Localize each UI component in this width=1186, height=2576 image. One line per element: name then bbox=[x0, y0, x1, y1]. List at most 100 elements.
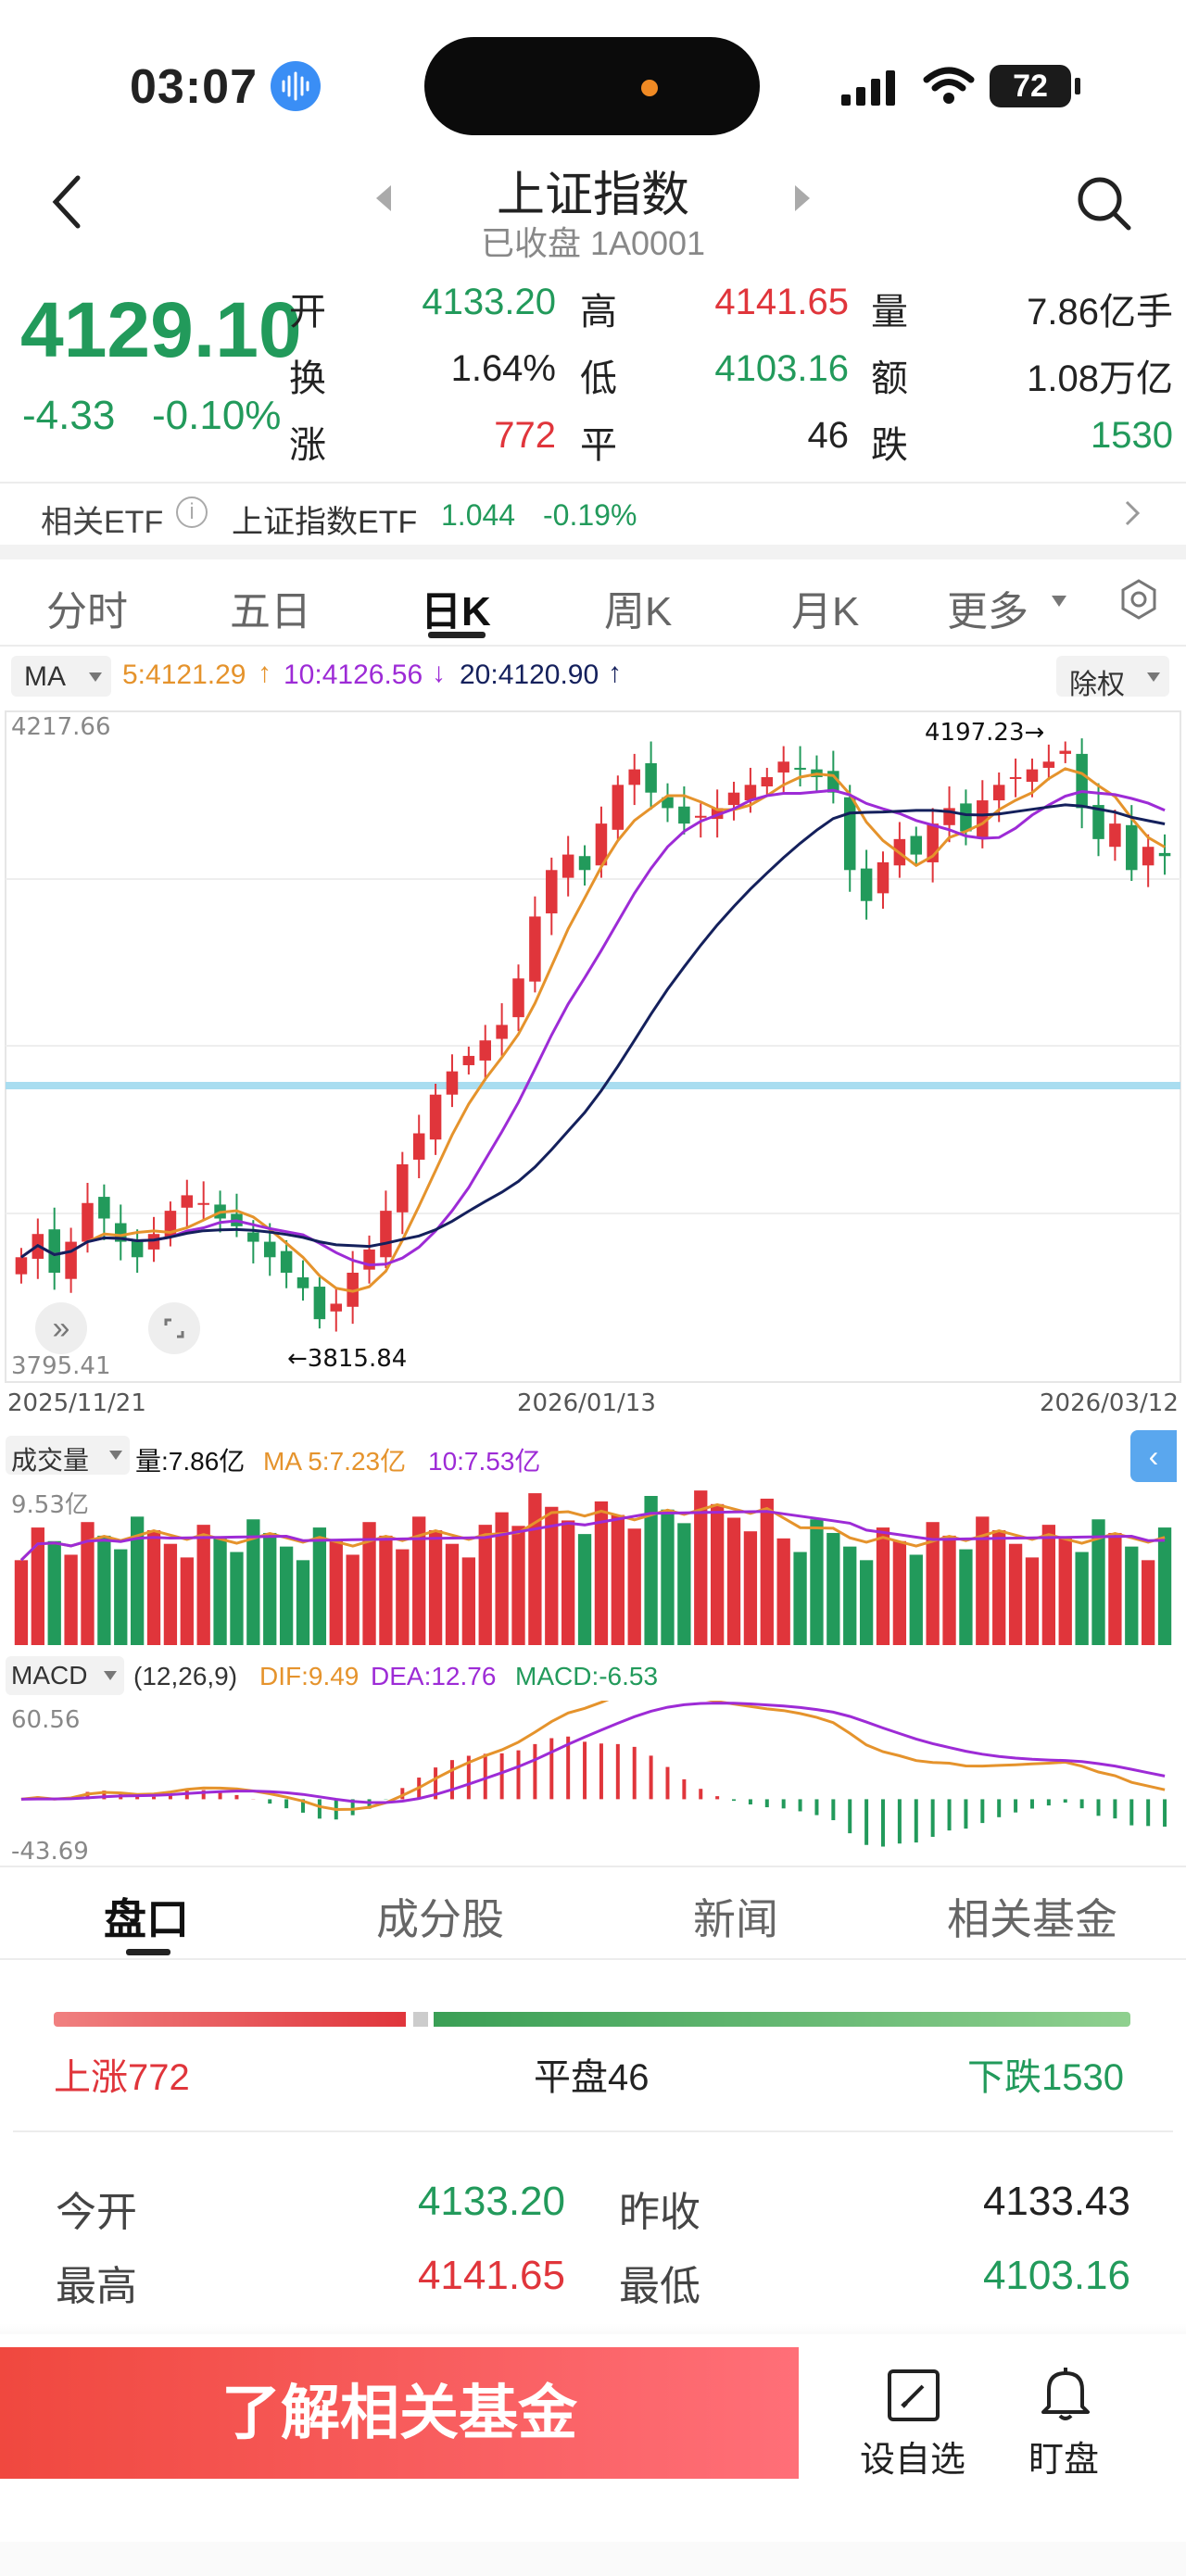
edit-watchlist-icon[interactable] bbox=[886, 2368, 941, 2428]
candle bbox=[546, 870, 558, 914]
day-high-value: 4141.65 bbox=[417, 2253, 565, 2298]
candle bbox=[662, 797, 674, 809]
high-label: 高 bbox=[580, 292, 617, 333]
candle bbox=[1076, 753, 1088, 809]
voice-assistant-icon bbox=[271, 61, 321, 111]
expand-left-button[interactable]: » bbox=[35, 1302, 87, 1354]
volume-value: 7.86亿手 bbox=[1027, 292, 1173, 333]
candle bbox=[247, 1232, 259, 1242]
today-open-value: 4133.20 bbox=[417, 2179, 565, 2224]
back-button[interactable] bbox=[48, 172, 85, 236]
volume-bar bbox=[876, 1527, 890, 1645]
volume-bar bbox=[163, 1543, 178, 1645]
active-section-underline bbox=[126, 1949, 170, 1955]
volume-bar bbox=[396, 1549, 410, 1645]
candle bbox=[496, 1024, 508, 1039]
volume-bar bbox=[545, 1506, 559, 1645]
volume-bar bbox=[1125, 1546, 1139, 1645]
unchanged-count: 平盘46 bbox=[534, 2057, 650, 2098]
watch-label[interactable]: 盯盘 bbox=[1028, 2441, 1100, 2480]
volume-bar bbox=[412, 1516, 426, 1645]
volume-bar bbox=[976, 1516, 990, 1645]
macd-select[interactable]: MACD bbox=[6, 1656, 124, 1695]
open-label: 开 bbox=[289, 292, 326, 333]
volume-bar bbox=[246, 1519, 260, 1645]
volume-bar bbox=[859, 1560, 874, 1645]
volume-bar bbox=[230, 1552, 244, 1645]
tab-related-funds[interactable]: 相关基金 bbox=[947, 1895, 1117, 1943]
fullscreen-button[interactable] bbox=[148, 1302, 200, 1354]
settings-hexagon-icon[interactable] bbox=[1117, 578, 1160, 625]
tab-intraday[interactable]: 分时 bbox=[46, 589, 128, 635]
search-icon[interactable] bbox=[1075, 174, 1134, 238]
add-watchlist-label[interactable]: 设自选 bbox=[860, 2441, 966, 2480]
volume-bar bbox=[909, 1554, 923, 1645]
candle bbox=[296, 1277, 309, 1288]
candle bbox=[645, 762, 657, 793]
volume-label: 成交量 bbox=[11, 1446, 90, 1475]
indicator-select[interactable]: MA bbox=[11, 656, 111, 697]
learn-funds-button[interactable]: 了解相关基金 bbox=[0, 2347, 799, 2479]
today-open-label: 今开 bbox=[56, 2190, 137, 2235]
volume-y-top: 9.53亿 bbox=[11, 1491, 89, 1519]
prev-index-button[interactable] bbox=[372, 183, 395, 218]
high-value: 4141.65 bbox=[714, 282, 849, 322]
arrow-up-icon: ↑ bbox=[608, 658, 622, 688]
volume-bar bbox=[726, 1517, 741, 1645]
divider bbox=[13, 2130, 1173, 2132]
next-index-button[interactable] bbox=[791, 183, 814, 218]
ma20-value: 20:4120.90 bbox=[460, 660, 599, 690]
etf-price: 1.044 bbox=[441, 498, 516, 532]
turnover-label: 换 bbox=[289, 358, 326, 399]
advancers-label: 涨 bbox=[289, 425, 326, 466]
arrow-up-icon: ↑ bbox=[258, 658, 271, 688]
tab-daily-k[interactable]: 日K bbox=[421, 589, 491, 635]
tab-constituents[interactable]: 成分股 bbox=[376, 1895, 504, 1943]
tab-five-day[interactable]: 五日 bbox=[230, 589, 311, 635]
candle bbox=[1142, 847, 1154, 866]
tab-more[interactable]: 更多 bbox=[947, 589, 1028, 635]
volume-bar bbox=[611, 1514, 625, 1645]
adjust-select[interactable]: 除权 bbox=[1056, 656, 1169, 700]
macd-histogram-value: MACD:-6.53 bbox=[515, 1662, 659, 1690]
day-low-value: 4103.16 bbox=[982, 2253, 1130, 2298]
turnover-value: 1.64% bbox=[450, 348, 556, 389]
tab-order-book[interactable]: 盘口 bbox=[104, 1895, 189, 1943]
volume-bar bbox=[627, 1528, 641, 1645]
bell-icon[interactable] bbox=[1040, 2364, 1091, 2428]
tab-weekly-k[interactable]: 周K bbox=[604, 589, 673, 635]
candle bbox=[529, 916, 541, 982]
volume-bar bbox=[1025, 1557, 1040, 1645]
candle bbox=[380, 1211, 392, 1258]
collapse-panel-button[interactable]: ‹ bbox=[1130, 1430, 1177, 1482]
tab-news[interactable]: 新闻 bbox=[693, 1895, 778, 1943]
status-bar: 03:07 72 bbox=[0, 0, 1186, 176]
info-icon[interactable]: i bbox=[176, 496, 208, 528]
kline-chart[interactable]: 4217.66 3795.41 4197.23→ ←3815.84 » bbox=[0, 710, 1186, 1389]
ma-label: MA bbox=[24, 661, 66, 692]
candle bbox=[197, 1202, 209, 1205]
volume-bar bbox=[379, 1535, 393, 1645]
candle bbox=[98, 1197, 110, 1219]
macd-label: MACD bbox=[11, 1661, 88, 1690]
volume-bar bbox=[776, 1538, 790, 1645]
candle bbox=[960, 803, 972, 832]
candle bbox=[794, 767, 806, 770]
volume-bar bbox=[743, 1531, 758, 1645]
candle bbox=[48, 1229, 60, 1274]
candle bbox=[744, 785, 757, 801]
decliners-label: 跌 bbox=[871, 425, 908, 466]
candle bbox=[1042, 761, 1055, 768]
candle bbox=[363, 1249, 375, 1270]
battery-tip bbox=[1075, 78, 1080, 94]
tab-monthly-k[interactable]: 月K bbox=[791, 589, 860, 635]
volume-bar bbox=[1157, 1527, 1172, 1645]
adjust-label: 除权 bbox=[1069, 670, 1125, 700]
volume-bar bbox=[296, 1560, 310, 1645]
etf-pct: -0.19% bbox=[543, 498, 637, 532]
volume-select[interactable]: 成交量 bbox=[6, 1436, 130, 1475]
volume-bar bbox=[992, 1530, 1006, 1645]
day-low-label: 最低 bbox=[619, 2264, 700, 2309]
candle bbox=[694, 815, 707, 818]
related-etf-row[interactable]: 相关ETF i 上证指数ETF 1.044 -0.19% bbox=[0, 484, 1186, 545]
